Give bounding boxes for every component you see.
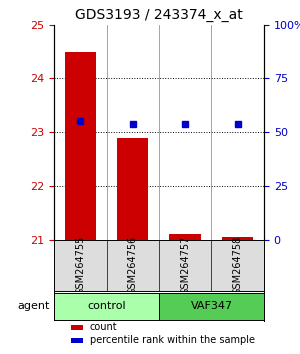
FancyBboxPatch shape <box>54 293 159 320</box>
Text: count: count <box>90 322 117 332</box>
Title: GDS3193 / 243374_x_at: GDS3193 / 243374_x_at <box>75 8 243 22</box>
Text: GSM264755: GSM264755 <box>75 236 85 295</box>
Bar <box>71 338 83 343</box>
Bar <box>222 237 254 240</box>
Text: agent: agent <box>17 301 50 311</box>
Text: percentile rank within the sample: percentile rank within the sample <box>90 335 255 345</box>
Text: control: control <box>87 301 126 311</box>
Bar <box>64 52 96 240</box>
FancyBboxPatch shape <box>159 293 264 320</box>
Bar <box>71 325 83 330</box>
Text: GSM264758: GSM264758 <box>233 236 243 295</box>
Bar <box>117 138 148 240</box>
Text: GSM264757: GSM264757 <box>180 236 190 295</box>
Bar <box>169 234 201 240</box>
Text: GSM264756: GSM264756 <box>128 236 138 295</box>
Text: VAF347: VAF347 <box>190 301 232 311</box>
